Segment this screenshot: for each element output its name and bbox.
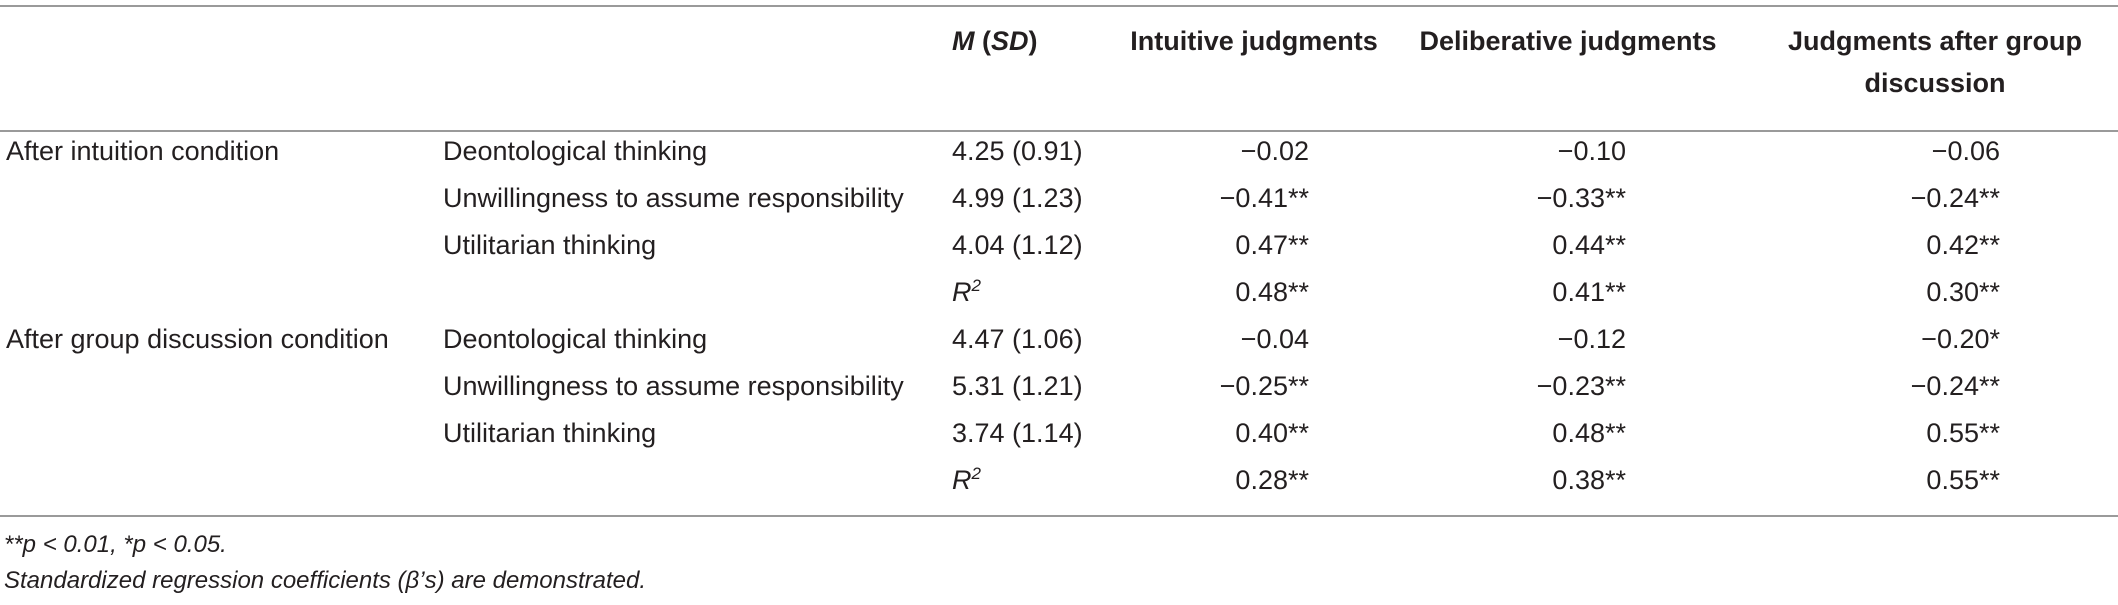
msd-cell: 4.99 (1.23) — [952, 183, 1083, 213]
group-discussion-cell: −0.20* — [1921, 324, 2000, 354]
deliberative-cell: −0.33** — [1536, 183, 1626, 213]
header-judgments-after-group-discussion: Judgments after group discussion — [1787, 26, 2083, 98]
deliberative-cell: −0.12 — [1557, 324, 1626, 354]
group-discussion-cell: 0.30** — [1926, 277, 2000, 307]
predictor-cell: Utilitarian thinking — [443, 230, 657, 260]
intuitive-cell: −0.25** — [1219, 371, 1309, 401]
group-discussion-cell: −0.06 — [1931, 136, 2000, 166]
intuitive-cell: −0.41** — [1219, 183, 1309, 213]
predictor-cell: Deontological thinking — [443, 136, 708, 166]
msd-cell: 5.31 (1.21) — [952, 371, 1083, 401]
intuitive-cell: 0.47** — [1235, 230, 1309, 260]
msd-cell: 4.25 (0.91) — [952, 136, 1083, 166]
header-m-sd: M (SD) — [952, 26, 1038, 56]
intuitive-cell: 0.28** — [1235, 465, 1309, 495]
deliberative-cell: −0.10 — [1557, 136, 1626, 166]
intuitive-cell: 0.40** — [1235, 418, 1309, 448]
predictor-cell: Deontological thinking — [443, 324, 708, 354]
group-label-intuition: After intuition condition — [6, 136, 280, 166]
group-discussion-cell: −0.24** — [1910, 371, 2000, 401]
predictor-cell: Unwillingness to assume responsibility — [443, 183, 904, 213]
r-squared-label: R2 — [952, 464, 981, 495]
deliberative-cell: 0.44** — [1552, 230, 1626, 260]
msd-cell: 3.74 (1.14) — [952, 418, 1083, 448]
group-discussion-cell: 0.55** — [1926, 465, 2000, 495]
table-top-rule — [0, 5, 2118, 7]
group-label-group-discussion: After group discussion condition — [6, 324, 389, 354]
predictor-cell: Unwillingness to assume responsibility — [443, 371, 904, 401]
significance-footnote: **p < 0.01, *p < 0.05. — [4, 531, 227, 558]
group-discussion-cell: −0.24** — [1910, 183, 2000, 213]
intuitive-cell: −0.02 — [1240, 136, 1309, 166]
deliberative-cell: 0.48** — [1552, 418, 1626, 448]
r-squared-label: R2 — [952, 276, 981, 307]
group-discussion-cell: 0.55** — [1926, 418, 2000, 448]
deliberative-cell: 0.38** — [1552, 465, 1626, 495]
intuitive-cell: 0.48** — [1235, 277, 1309, 307]
deliberative-cell: −0.23** — [1536, 371, 1626, 401]
header-deliberative-judgments: Deliberative judgments — [1419, 26, 1717, 56]
table-bottom-rule — [0, 515, 2118, 517]
msd-cell: 4.04 (1.12) — [952, 230, 1083, 260]
intuitive-cell: −0.04 — [1240, 324, 1309, 354]
predictor-cell: Utilitarian thinking — [443, 418, 657, 448]
group-discussion-cell: 0.42** — [1926, 230, 2000, 260]
note-footnote: Standardized regression coefficients (β’… — [4, 567, 647, 594]
header-bottom-rule — [0, 130, 2118, 132]
deliberative-cell: 0.41** — [1552, 277, 1626, 307]
msd-cell: 4.47 (1.06) — [952, 324, 1083, 354]
header-intuitive-judgments: Intuitive judgments — [1130, 26, 1378, 56]
